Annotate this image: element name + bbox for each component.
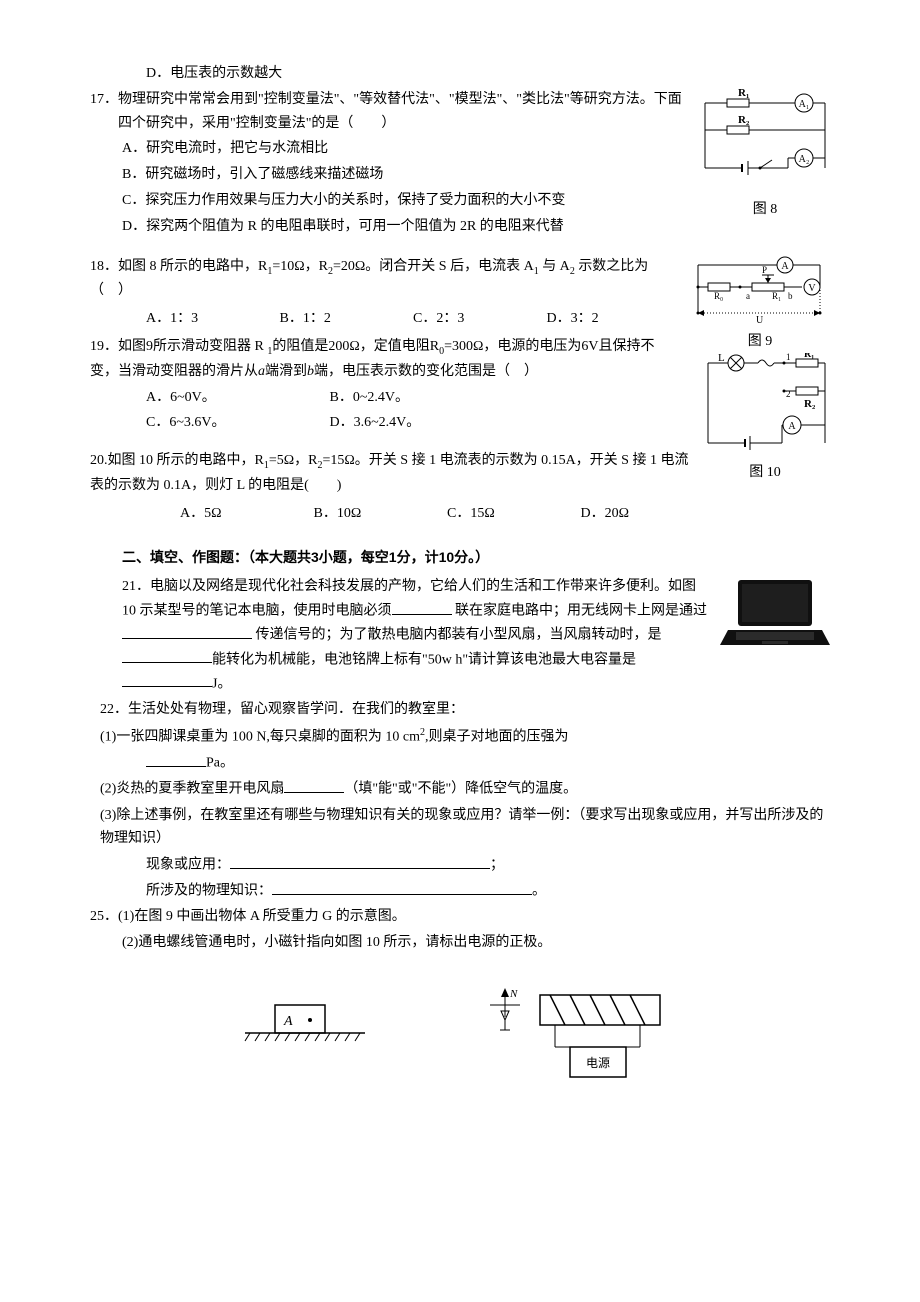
figA-svg: A: [240, 985, 370, 1055]
svg-text:N: N: [509, 988, 518, 1000]
svg-text:U: U: [756, 315, 764, 326]
fig9-label: 图 9: [690, 330, 830, 354]
bottom-figures: A N: [90, 985, 830, 1095]
q22-3a: (3)除上述事例，在教室里还有哪些与物理知识有关的现象或应用？请举一例：（要求写…: [90, 804, 830, 852]
svg-text:V: V: [808, 283, 816, 294]
fig9-svg: A V R₀ a R₁ b P U: [690, 253, 830, 328]
svg-text:1: 1: [786, 353, 791, 362]
section2-title: 二、填空、作图题：（本大题共3小题，每空1分，计10分。）: [90, 546, 830, 570]
figure9-block: A V R₀ a R₁ b P U 图 9: [690, 253, 830, 354]
svg-text:R₁: R₁: [804, 353, 814, 360]
q22-1b: Pa。: [90, 751, 830, 775]
svg-text:R₂: R₂: [738, 114, 750, 126]
svg-text:电源: 电源: [586, 1056, 610, 1070]
svg-text:R₁: R₁: [738, 88, 749, 99]
fig10-svg: 1 2 A L R₁ R₂: [700, 353, 830, 453]
svg-text:A: A: [781, 261, 789, 272]
laptop-svg: [720, 575, 830, 650]
svg-text:R₀: R₀: [714, 291, 723, 301]
q22-head: 22．生活处处有物理，留心观察皆学问．在我们的教室里：: [90, 698, 830, 722]
q25-1: 25．(1)在图 9 中画出物体 A 所受重力 G 的示意图。: [90, 905, 830, 929]
q21: 21．电脑以及网络是现代化社会科技发展的产物，它给人们的生活和工作带来许多便利。…: [90, 575, 830, 696]
svg-text:A₁: A₁: [799, 99, 810, 110]
svg-text:R₁: R₁: [772, 291, 781, 301]
svg-text:b: b: [788, 291, 793, 301]
svg-text:L: L: [718, 353, 725, 364]
fig8-svg: A₁ A₂ R₁ R₂: [700, 88, 830, 178]
svg-text:A₂: A₂: [799, 154, 810, 165]
fig8-label: 图 8: [700, 198, 830, 222]
q25-2: (2)通电螺线管通电时，小磁针指向如图 10 所示，请标出电源的正极。: [90, 931, 830, 955]
q16-optD: D．电压表的示数越大: [90, 62, 830, 86]
figure8-block: A₁ A₂ R₁ R₂ 图 8: [700, 88, 830, 222]
svg-text:A: A: [283, 1014, 293, 1029]
q18-options: A．1：3 B．1：2 C．2：3 D．3：2: [90, 307, 677, 331]
figure10-block: 1 2 A L R₁ R₂ 图 10: [700, 353, 830, 485]
q22-3b: 现象或应用：；: [90, 853, 830, 877]
solenoid-svg: N 电源: [470, 985, 680, 1095]
svg-text:R₂: R₂: [804, 398, 816, 410]
q20-options: A．5Ω B．10Ω C．15Ω D．20Ω: [90, 502, 711, 526]
q22-3c: 所涉及的物理知识：。: [90, 879, 830, 903]
q22-2: (2)炎热的夏季教室里开电风扇（填"能"或"不能"）降低空气的温度。: [90, 777, 830, 801]
svg-text:P: P: [762, 265, 767, 275]
svg-text:A: A: [788, 421, 796, 432]
laptop-figure: [720, 575, 830, 650]
fig10-label: 图 10: [700, 461, 830, 485]
svg-text:a: a: [746, 291, 750, 301]
q22-1: (1)一张四脚课桌重为 100 N,每只桌脚的面积为 10 cm2,则桌子对地面…: [90, 724, 830, 749]
